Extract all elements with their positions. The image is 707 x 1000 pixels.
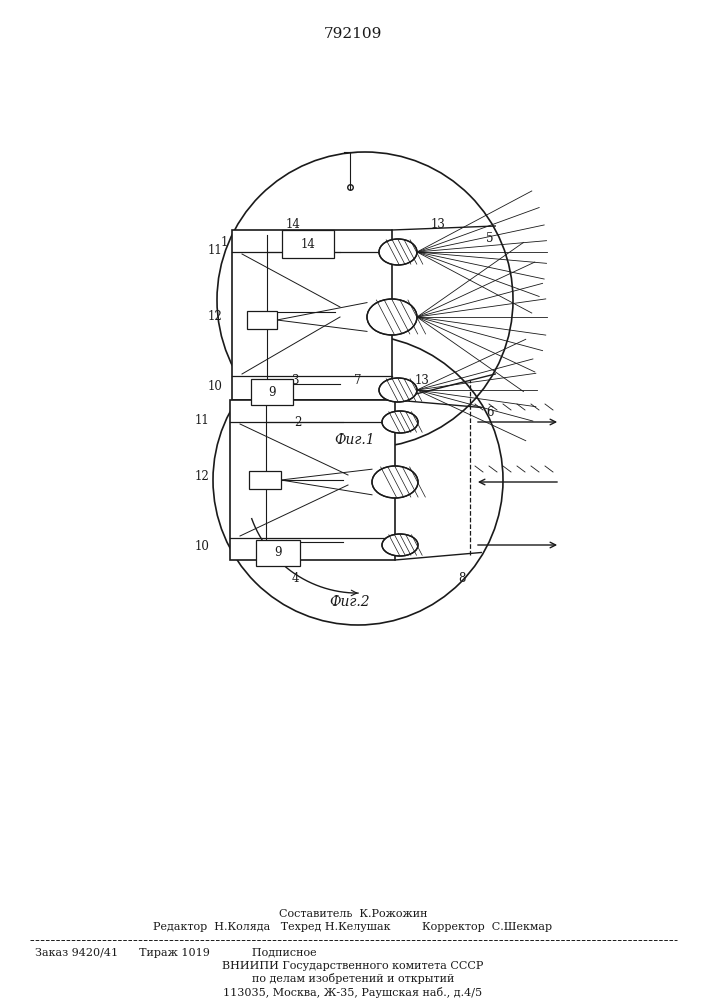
Bar bbox=[340, 247, 350, 257]
Text: 10: 10 bbox=[194, 540, 209, 552]
Bar bbox=[247, 311, 277, 329]
Bar bbox=[343, 475, 353, 485]
Ellipse shape bbox=[379, 378, 417, 402]
Ellipse shape bbox=[382, 411, 418, 433]
Text: Заказ 9420/41      Тираж 1019            Подписное: Заказ 9420/41 Тираж 1019 Подписное bbox=[35, 948, 317, 958]
Bar bbox=[343, 537, 353, 547]
Bar bbox=[282, 230, 334, 258]
Text: 8: 8 bbox=[458, 572, 466, 584]
Text: 792109: 792109 bbox=[324, 27, 382, 41]
Bar bbox=[343, 417, 353, 427]
Text: 9: 9 bbox=[252, 379, 259, 392]
Text: 1: 1 bbox=[221, 235, 228, 248]
Bar bbox=[251, 379, 293, 405]
Text: 113035, Москва, Ж-35, Раушская наб., д.4/5: 113035, Москва, Ж-35, Раушская наб., д.4… bbox=[223, 986, 483, 998]
Text: Фиг.2: Фиг.2 bbox=[329, 595, 370, 609]
Text: 2: 2 bbox=[294, 416, 302, 428]
Ellipse shape bbox=[379, 239, 417, 265]
Text: 14: 14 bbox=[286, 219, 300, 232]
Bar bbox=[335, 307, 345, 317]
Text: 9: 9 bbox=[256, 542, 264, 554]
Text: ВНИИПИ Государственного комитета СССР: ВНИИПИ Государственного комитета СССР bbox=[222, 961, 484, 971]
Text: 4: 4 bbox=[291, 572, 299, 584]
Text: 12: 12 bbox=[208, 310, 223, 322]
Text: 3: 3 bbox=[291, 373, 299, 386]
Text: Редактор  Н.Коляда   Техред Н.Келушак         Корректор  С.Шекмар: Редактор Н.Коляда Техред Н.Келушак Корре… bbox=[153, 922, 553, 932]
Bar bbox=[230, 400, 395, 560]
Text: 9: 9 bbox=[274, 546, 282, 560]
Text: Фиг.1: Фиг.1 bbox=[334, 433, 375, 447]
Text: 13: 13 bbox=[431, 219, 445, 232]
Text: 5: 5 bbox=[486, 232, 493, 244]
Bar bbox=[232, 230, 392, 400]
Text: 13: 13 bbox=[414, 373, 429, 386]
Ellipse shape bbox=[382, 534, 418, 556]
Ellipse shape bbox=[367, 299, 417, 335]
Text: 7: 7 bbox=[354, 373, 362, 386]
Text: Составитель  К.Рожожин: Составитель К.Рожожин bbox=[279, 909, 427, 919]
Text: 12: 12 bbox=[194, 470, 209, 483]
Text: 11: 11 bbox=[194, 414, 209, 426]
Text: 10: 10 bbox=[208, 379, 223, 392]
Text: 14: 14 bbox=[300, 237, 315, 250]
Bar bbox=[340, 379, 350, 389]
Text: 9: 9 bbox=[268, 385, 276, 398]
Text: 11: 11 bbox=[208, 243, 223, 256]
Text: по делам изобретений и открытий: по делам изобретений и открытий bbox=[252, 974, 454, 984]
Text: 6: 6 bbox=[486, 406, 493, 418]
Bar bbox=[249, 471, 281, 489]
Ellipse shape bbox=[372, 466, 418, 498]
Bar bbox=[256, 540, 300, 566]
